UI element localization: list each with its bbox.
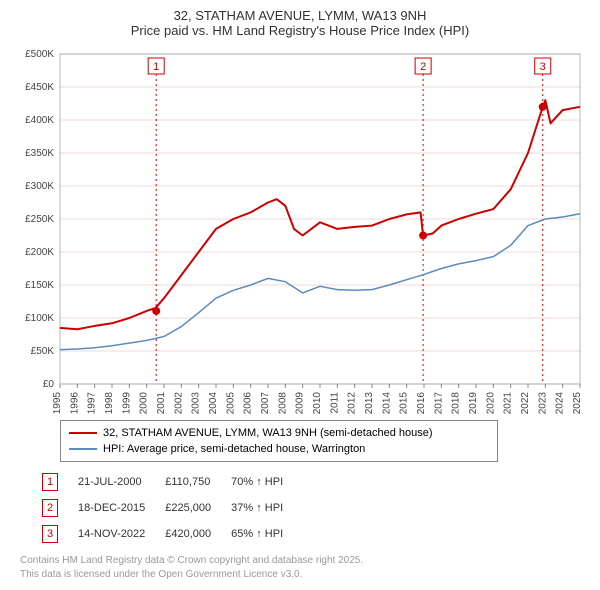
chart: £0 £50K £100K £150K £200K £250K £300K £350K £400… <box>10 44 590 414</box>
svg-text:£350K: £350K <box>25 148 54 159</box>
svg-text:£200K: £200K <box>25 247 54 258</box>
svg-text:£300K: £300K <box>25 181 54 192</box>
marker-date: 14-NOV-2022 <box>78 522 163 546</box>
svg-text:2025: 2025 <box>572 392 583 414</box>
svg-text:2013: 2013 <box>364 392 375 414</box>
svg-text:2012: 2012 <box>347 392 358 414</box>
legend-swatch-property <box>69 432 97 434</box>
marker-row: 3 14-NOV-2022£420,00065% ↑ HPI <box>42 522 301 546</box>
svg-text:2006: 2006 <box>243 392 254 414</box>
chart-svg: £0 £50K £100K £150K £200K £250K £300K £350K £400… <box>10 44 590 414</box>
marker-number: 2 <box>42 499 58 517</box>
svg-text:3: 3 <box>540 61 546 73</box>
marker-delta: 37% ↑ HPI <box>231 496 301 520</box>
svg-text:2015: 2015 <box>399 392 410 414</box>
svg-text:£150K: £150K <box>25 280 54 291</box>
legend-label-property: 32, STATHAM AVENUE, LYMM, WA13 9NH (semi… <box>103 427 433 439</box>
marker-date: 18-DEC-2015 <box>78 496 163 520</box>
svg-text:£100K: £100K <box>25 313 54 324</box>
marker-delta: 65% ↑ HPI <box>231 522 301 546</box>
svg-text:£250K: £250K <box>25 214 54 225</box>
marker-delta: 70% ↑ HPI <box>231 470 301 494</box>
marker-row: 2 18-DEC-2015£225,00037% ↑ HPI <box>42 496 301 520</box>
svg-text:2020: 2020 <box>485 392 496 414</box>
attribution-line2: This data is licensed under the Open Gov… <box>20 568 590 582</box>
legend-row-property: 32, STATHAM AVENUE, LYMM, WA13 9NH (semi… <box>69 425 489 441</box>
marker-number: 1 <box>42 473 58 491</box>
marker-price: £110,750 <box>165 470 229 494</box>
svg-text:2016: 2016 <box>416 392 427 414</box>
svg-text:1998: 1998 <box>104 392 115 414</box>
attribution: Contains HM Land Registry data © Crown c… <box>20 554 590 581</box>
svg-text:2000: 2000 <box>139 392 150 414</box>
svg-text:£0: £0 <box>43 379 55 390</box>
svg-text:1996: 1996 <box>69 392 80 414</box>
svg-text:2009: 2009 <box>295 392 306 414</box>
svg-text:2003: 2003 <box>191 392 202 414</box>
marker-date: 21-JUL-2000 <box>78 470 163 494</box>
svg-text:2021: 2021 <box>503 392 514 414</box>
svg-text:2014: 2014 <box>381 392 392 414</box>
svg-text:£500K: £500K <box>25 49 54 60</box>
title-subtitle: Price paid vs. HM Land Registry's House … <box>10 23 590 38</box>
svg-text:1: 1 <box>153 61 159 73</box>
svg-text:2008: 2008 <box>277 392 288 414</box>
svg-text:2004: 2004 <box>208 392 219 414</box>
svg-text:2023: 2023 <box>537 392 548 414</box>
svg-text:1999: 1999 <box>121 392 132 414</box>
svg-text:2010: 2010 <box>312 392 323 414</box>
svg-text:2019: 2019 <box>468 392 479 414</box>
svg-text:£50K: £50K <box>31 346 55 357</box>
svg-text:£450K: £450K <box>25 82 54 93</box>
svg-text:2001: 2001 <box>156 392 167 414</box>
svg-text:2007: 2007 <box>260 392 271 414</box>
marker-price: £225,000 <box>165 496 229 520</box>
svg-text:1997: 1997 <box>87 392 98 414</box>
svg-text:2: 2 <box>420 61 426 73</box>
root: 32, STATHAM AVENUE, LYMM, WA13 9NH Price… <box>0 0 600 589</box>
svg-text:2017: 2017 <box>433 392 444 414</box>
legend-label-hpi: HPI: Average price, semi-detached house,… <box>103 443 365 455</box>
marker-price: £420,000 <box>165 522 229 546</box>
marker-row: 1 21-JUL-2000£110,75070% ↑ HPI <box>42 470 301 494</box>
svg-text:1995: 1995 <box>52 392 63 414</box>
svg-text:2005: 2005 <box>225 392 236 414</box>
svg-text:2018: 2018 <box>451 392 462 414</box>
svg-text:2022: 2022 <box>520 392 531 414</box>
attribution-line1: Contains HM Land Registry data © Crown c… <box>20 554 590 568</box>
svg-text:2002: 2002 <box>173 392 184 414</box>
svg-text:2024: 2024 <box>555 392 566 414</box>
marker-number: 3 <box>42 525 58 543</box>
svg-text:2011: 2011 <box>329 392 340 414</box>
title-block: 32, STATHAM AVENUE, LYMM, WA13 9NH Price… <box>10 8 590 38</box>
svg-text:£400K: £400K <box>25 115 54 126</box>
legend-swatch-hpi <box>69 448 97 450</box>
legend-row-hpi: HPI: Average price, semi-detached house,… <box>69 441 489 457</box>
sale-marker-table: 1 21-JUL-2000£110,75070% ↑ HPI 2 18-DEC-201… <box>40 468 303 548</box>
legend: 32, STATHAM AVENUE, LYMM, WA13 9NH (semi… <box>60 420 498 462</box>
title-address: 32, STATHAM AVENUE, LYMM, WA13 9NH <box>10 8 590 23</box>
